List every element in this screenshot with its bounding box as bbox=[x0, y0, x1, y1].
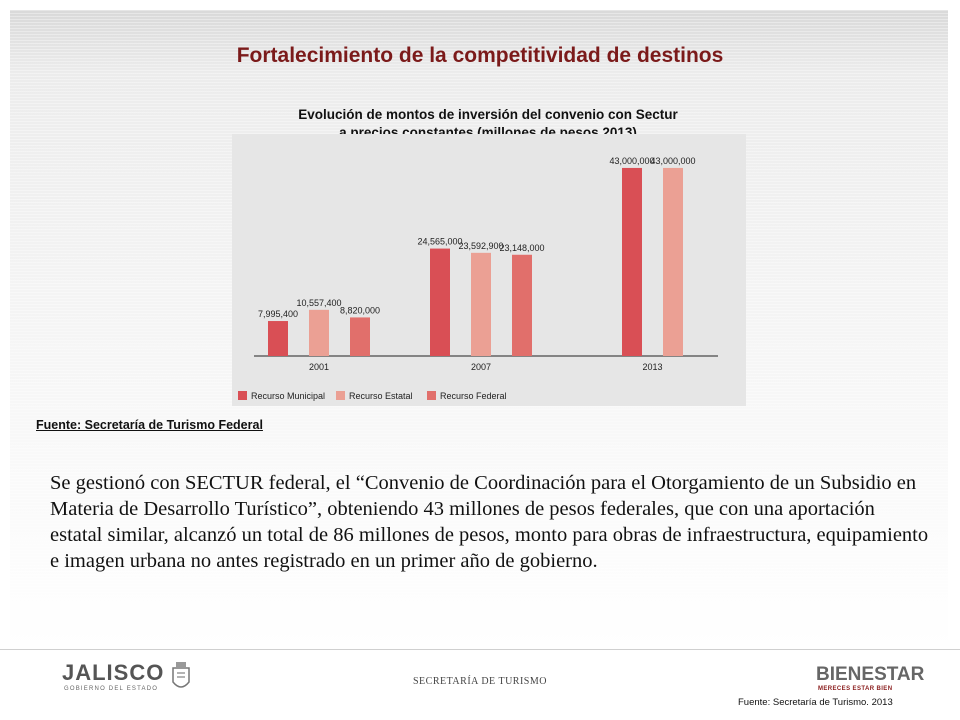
chart-panel: 7,995,400 10,557,400 8,820,000 2001 24,565,0… bbox=[232, 134, 746, 406]
jalisco-logo-text: JALISCO bbox=[62, 660, 165, 685]
bar-2001-2 bbox=[350, 317, 370, 356]
legend-label-0: Recurso Municipal bbox=[251, 391, 325, 401]
bienestar-logo-text: BIENESTAR bbox=[816, 664, 925, 685]
bar-2013-1 bbox=[663, 167, 683, 356]
chart-title-line1: Evolución de montos de inversión del con… bbox=[298, 107, 678, 122]
bar-2001-1 bbox=[309, 309, 329, 356]
bar-2007-0 bbox=[430, 248, 450, 356]
data-label-2007-2: 23,148,000 bbox=[499, 243, 544, 253]
x-tick-label-2013: 2013 bbox=[642, 362, 662, 372]
jalisco-logo-subtext: GOBIERNO DEL ESTADO bbox=[64, 686, 159, 692]
data-label-2013-0: 43,000,000 bbox=[609, 156, 654, 166]
legend-swatch-1 bbox=[336, 391, 345, 400]
data-label-2013-1: 43,000,000 bbox=[650, 156, 695, 166]
footer-divider bbox=[0, 649, 960, 650]
coat-of-arms-icon bbox=[172, 662, 190, 688]
bar-2007-2 bbox=[512, 254, 532, 356]
data-label-2007-0: 24,565,000 bbox=[417, 237, 462, 247]
legend-label-2: Recurso Federal bbox=[440, 391, 507, 401]
footer-department: SECRETARÍA DE TURISMO bbox=[413, 676, 547, 687]
legend-swatch-2 bbox=[427, 391, 436, 400]
bar-2001-0 bbox=[268, 321, 288, 356]
bar-2013-0 bbox=[622, 167, 642, 356]
legend-swatch-0 bbox=[238, 391, 247, 400]
bienestar-logo-subtext: MERECES ESTAR BIEN bbox=[818, 686, 893, 692]
x-tick-label-2001: 2001 bbox=[309, 362, 329, 372]
data-label-2001-1: 10,557,400 bbox=[296, 298, 341, 308]
jalisco-logo: JALISCO GOBIERNO DEL ESTADO bbox=[62, 660, 192, 700]
x-tick-label-2007: 2007 bbox=[471, 362, 491, 372]
bar-2007-1 bbox=[471, 252, 491, 356]
data-label-2007-1: 23,592,900 bbox=[458, 241, 503, 251]
data-label-2001-2: 8,820,000 bbox=[340, 305, 380, 315]
chart-source: Fuente: Secretaría de Turismo Federal bbox=[36, 418, 263, 432]
slide-title: Fortalecimiento de la competitividad de … bbox=[236, 44, 724, 67]
data-label-2001-0: 7,995,400 bbox=[258, 309, 298, 319]
bienestar-logo: BIENESTAR MERECES ESTAR BIEN bbox=[816, 662, 924, 698]
legend-label-1: Recurso Estatal bbox=[349, 391, 413, 401]
footer-source: Fuente: Secretaría de Turismo. 2013 bbox=[738, 697, 893, 708]
body-paragraph: Se gestionó con SECTUR federal, el “Conv… bbox=[50, 472, 929, 572]
